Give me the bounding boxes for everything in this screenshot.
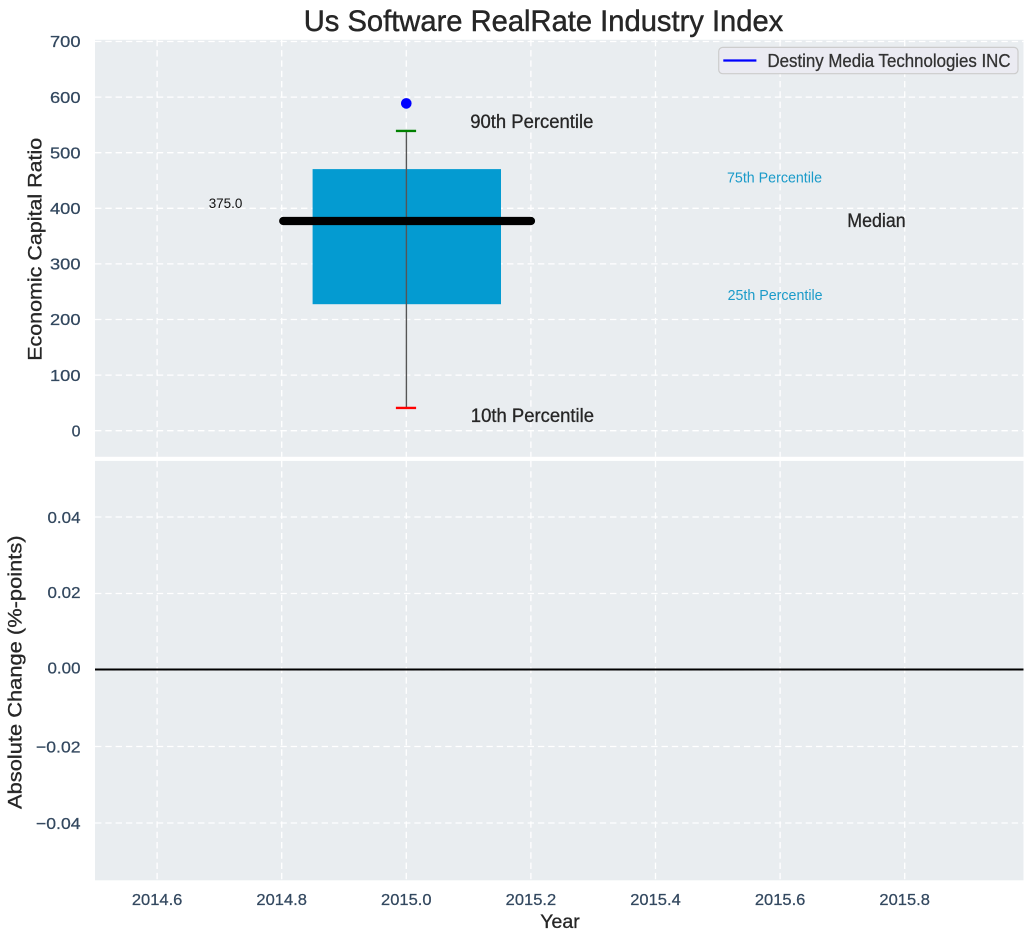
svg-text:0.02: 0.02 [48,585,81,602]
svg-text:Absolute Change (%-points): Absolute Change (%-points) [5,535,27,809]
svg-text:400: 400 [50,201,81,218]
svg-text:600: 600 [50,90,81,107]
svg-text:−0.02: −0.02 [36,739,81,756]
svg-text:2015.4: 2015.4 [630,892,681,909]
svg-text:0.04: 0.04 [48,510,81,527]
svg-text:90th Percentile: 90th Percentile [470,112,593,133]
svg-text:2015.2: 2015.2 [506,892,557,909]
svg-text:Destiny Media Technologies INC: Destiny Media Technologies INC [768,50,1011,71]
svg-text:Us Software RealRate Industry: Us Software RealRate Industry Index [304,5,784,38]
svg-text:0: 0 [72,423,81,440]
svg-text:75th Percentile: 75th Percentile [727,170,822,187]
svg-text:2015.0: 2015.0 [381,892,432,909]
svg-text:25th Percentile: 25th Percentile [728,287,823,304]
svg-text:Year: Year [540,911,580,933]
svg-text:300: 300 [50,257,81,274]
svg-text:700: 700 [50,34,81,51]
svg-text:−0.04: −0.04 [36,816,81,833]
svg-text:100: 100 [50,368,81,385]
svg-text:2014.6: 2014.6 [132,892,183,909]
svg-text:Median: Median [847,211,905,232]
svg-text:0.00: 0.00 [48,661,81,678]
svg-text:375.0: 375.0 [209,196,243,211]
svg-text:Economic Capital Ratio: Economic Capital Ratio [25,138,47,361]
svg-text:2015.8: 2015.8 [879,892,930,909]
svg-text:10th Percentile: 10th Percentile [471,406,594,427]
svg-text:2014.8: 2014.8 [256,892,307,909]
svg-text:2015.6: 2015.6 [755,892,806,909]
svg-text:500: 500 [50,145,81,162]
svg-text:200: 200 [50,312,81,329]
